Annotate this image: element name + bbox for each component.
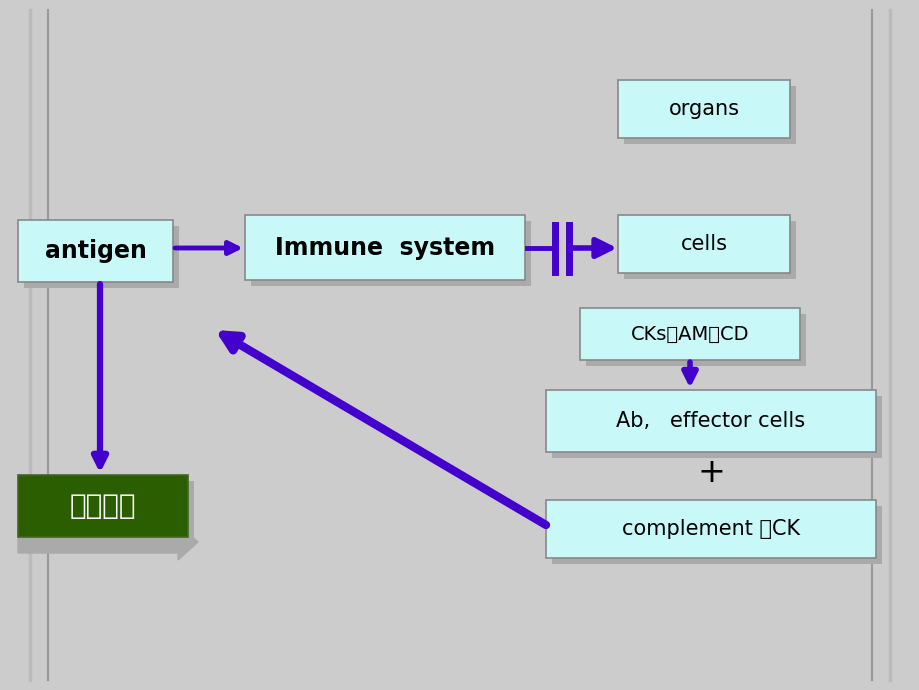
Text: +: + <box>697 455 724 489</box>
FancyBboxPatch shape <box>244 215 525 280</box>
FancyBboxPatch shape <box>551 396 881 458</box>
FancyBboxPatch shape <box>545 390 875 452</box>
FancyBboxPatch shape <box>618 215 789 273</box>
Text: cells: cells <box>680 234 727 254</box>
FancyBboxPatch shape <box>585 314 805 366</box>
FancyBboxPatch shape <box>18 220 173 282</box>
FancyArrow shape <box>18 524 198 560</box>
FancyBboxPatch shape <box>24 481 194 543</box>
FancyBboxPatch shape <box>623 221 795 279</box>
FancyBboxPatch shape <box>551 506 881 564</box>
Text: CKs、AM、CD: CKs、AM、CD <box>630 324 748 344</box>
FancyBboxPatch shape <box>618 80 789 138</box>
Text: 排异致应: 排异致应 <box>70 492 136 520</box>
Text: Ab,   effector cells: Ab, effector cells <box>616 411 805 431</box>
FancyBboxPatch shape <box>623 86 795 144</box>
Text: antigen: antigen <box>44 239 146 263</box>
FancyBboxPatch shape <box>24 226 179 288</box>
FancyBboxPatch shape <box>579 308 800 360</box>
FancyBboxPatch shape <box>251 221 530 286</box>
FancyBboxPatch shape <box>545 500 875 558</box>
Text: organs: organs <box>668 99 739 119</box>
FancyBboxPatch shape <box>18 475 187 537</box>
Text: complement 、CK: complement 、CK <box>621 519 800 539</box>
Text: Immune  system: Immune system <box>275 235 494 259</box>
